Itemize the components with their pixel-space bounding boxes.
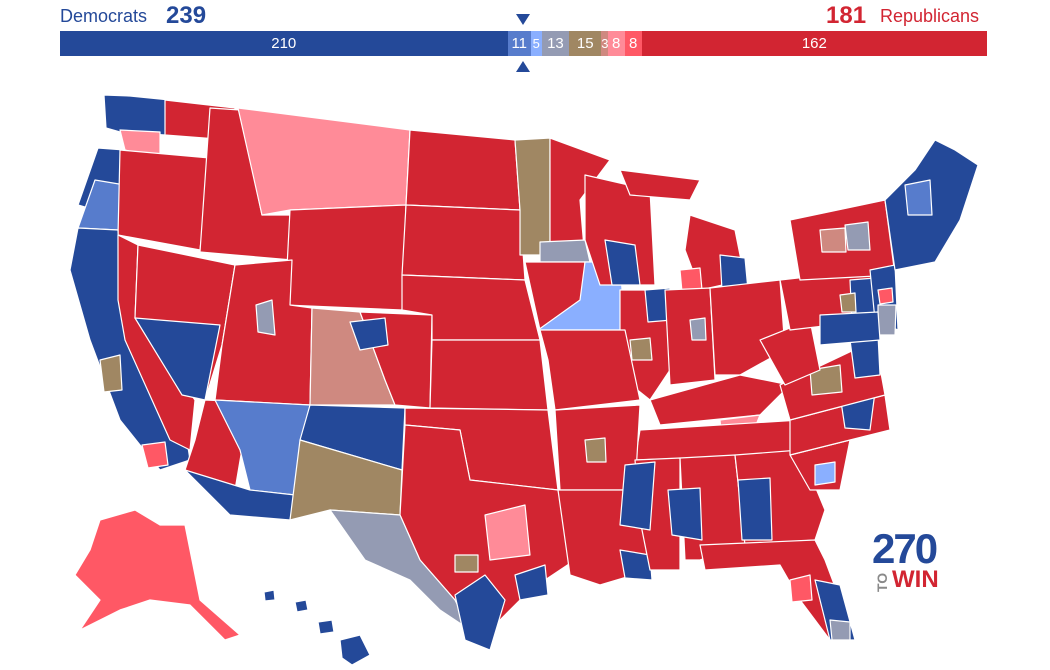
majority-marker-top-icon	[516, 14, 530, 25]
seat-segment-likely-rep[interactable]: 8	[624, 31, 642, 56]
democrats-label: Democrats	[60, 6, 148, 26]
region-alaska[interactable]	[74, 509, 241, 641]
seat-segment-lean-rep[interactable]: 8	[607, 31, 625, 56]
region-new-york-tossup[interactable]	[844, 221, 871, 251]
region-ohio-tossup[interactable]	[689, 317, 707, 341]
majority-marker-bottom-icon	[516, 61, 530, 72]
region-colorado-denver[interactable]	[349, 317, 389, 351]
region-hawaii-main[interactable]	[339, 634, 371, 666]
region-hawaii-oahu[interactable]	[294, 599, 309, 613]
logo-number: 270	[872, 525, 938, 572]
region-delmarva-tossup[interactable]	[877, 304, 897, 336]
region-minnesota-east[interactable]	[549, 137, 611, 261]
region-florida-tilt[interactable]	[789, 574, 813, 603]
region-oregon-east[interactable]	[117, 149, 211, 251]
seat-segment-likely-dem[interactable]: 11	[507, 31, 531, 56]
seat-segment-safe-dem[interactable]: 210	[60, 31, 508, 56]
seat-segment-tilt-rep[interactable]: 3	[601, 31, 608, 56]
region-kentucky[interactable]	[649, 374, 791, 426]
region-texas-houston[interactable]	[514, 564, 549, 601]
region-new-jersey-tilt[interactable]	[877, 287, 894, 305]
seat-segment-tilt-dem[interactable]: 13	[541, 31, 570, 56]
region-california-south[interactable]	[141, 441, 169, 469]
region-arkansas-tossup[interactable]	[584, 437, 607, 463]
region-georgia-dem[interactable]	[737, 477, 773, 541]
region-montana[interactable]	[237, 107, 411, 216]
region-virginia-tossup[interactable]	[809, 364, 843, 396]
region-kansas[interactable]	[429, 339, 549, 411]
region-minnesota-west[interactable]	[514, 137, 551, 256]
region-florida-tossup[interactable]	[829, 619, 851, 641]
region-utah-tilt[interactable]	[255, 299, 276, 336]
region-hawaii-kauai[interactable]	[263, 589, 276, 602]
region-new-england-lean[interactable]	[904, 179, 933, 216]
seat-segment-tossup[interactable]: 15	[569, 31, 602, 56]
logo-win: WIN	[892, 566, 939, 593]
region-new-york-tilt[interactable]	[819, 227, 847, 253]
region-texas-south[interactable]	[454, 574, 506, 651]
region-missouri[interactable]	[539, 329, 641, 411]
democrats-total: 239	[166, 2, 207, 29]
region-hawaii-maui[interactable]	[317, 619, 335, 635]
region-texas-tilt[interactable]	[484, 504, 531, 561]
region-mississippi-dem[interactable]	[619, 461, 656, 531]
republicans-label: Republicans	[880, 6, 980, 26]
seat-segment-safe-rep[interactable]: 162	[641, 31, 987, 56]
region-texas-tossup[interactable]	[454, 554, 479, 573]
region-south-carolina-lean[interactable]	[814, 461, 836, 486]
region-south-dakota[interactable]	[401, 204, 526, 281]
region-wyoming[interactable]	[284, 204, 407, 311]
region-california-tossup[interactable]	[99, 354, 123, 393]
region-wisconsin-dem[interactable]	[604, 239, 641, 286]
region-maryland[interactable]	[819, 311, 881, 346]
region-michigan-up[interactable]	[619, 169, 701, 201]
district-map[interactable]	[0, 80, 1050, 670]
logo-to: TO	[874, 572, 890, 592]
region-alabama-dem[interactable]	[667, 487, 703, 541]
region-washington[interactable]	[103, 94, 171, 136]
region-pennsylvania-tossup[interactable]	[839, 292, 857, 313]
region-illinois-tossup[interactable]	[629, 337, 653, 361]
logo[interactable]: 270 TO WIN	[872, 528, 946, 596]
region-indiana[interactable]	[664, 287, 716, 386]
seat-bar: 210 11 5 13 15 3 8 8 162	[60, 31, 987, 56]
seat-segment-lean-dem[interactable]: 5	[530, 31, 542, 56]
header: Democrats 239 181 Republicans	[0, 0, 1050, 30]
republicans-total: 181	[826, 2, 867, 29]
region-north-dakota[interactable]	[405, 129, 521, 211]
region-minnesota-metro[interactable]	[539, 239, 591, 263]
region-louisiana-dem[interactable]	[619, 549, 653, 581]
